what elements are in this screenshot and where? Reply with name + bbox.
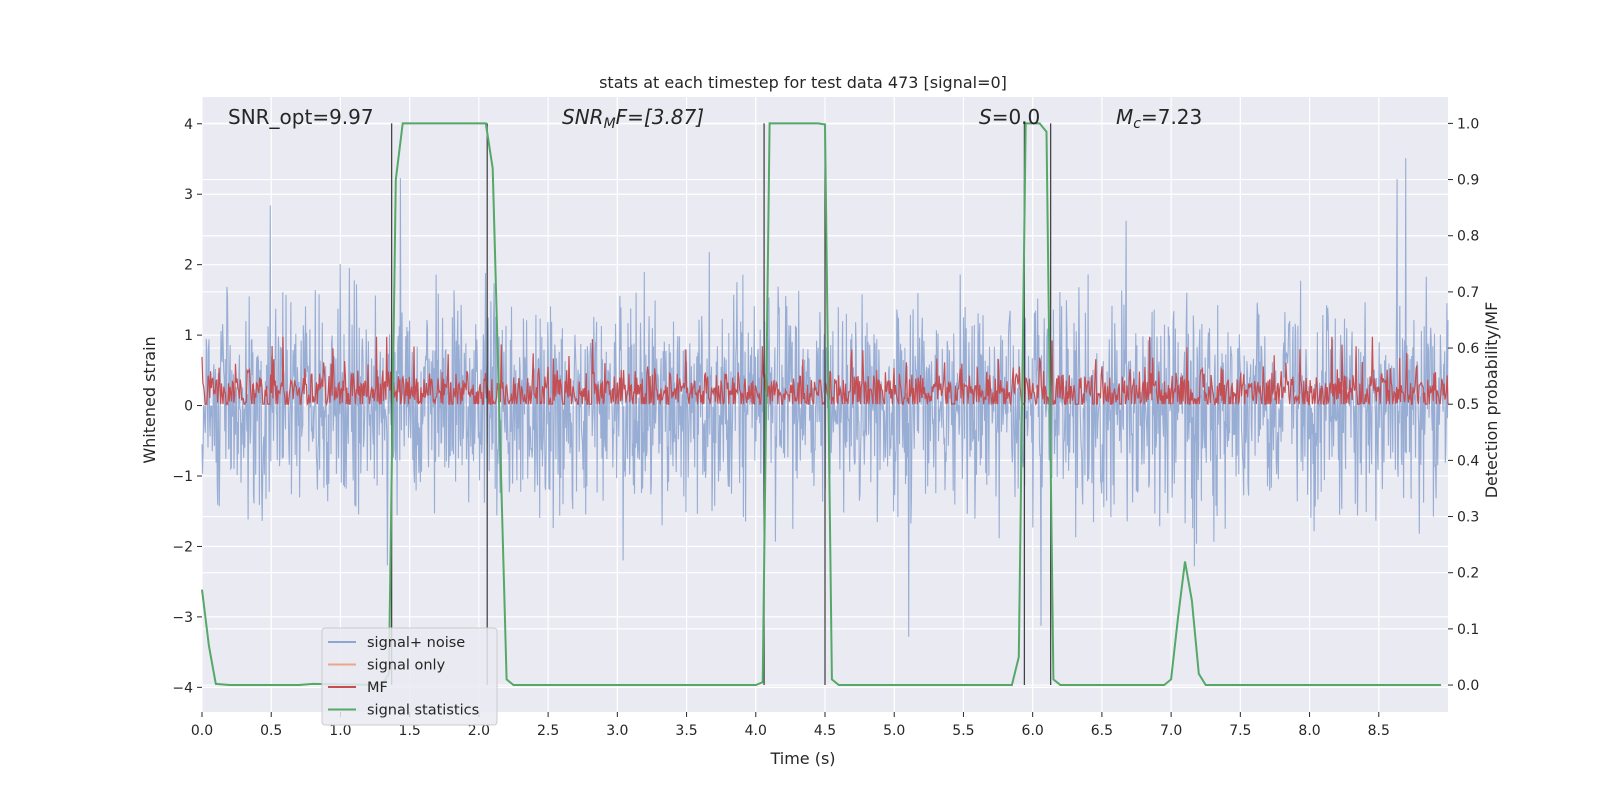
annotation-snr-mf: SNRMF=[3.87] xyxy=(562,105,704,132)
legend: signal+ noise signal only MF signal statist… xyxy=(321,627,498,726)
y-tick-label-left: 1 xyxy=(184,328,193,344)
y-tick-label-right: 0.2 xyxy=(1457,566,1479,582)
x-tick-label: 4.0 xyxy=(745,723,767,739)
annotation-mc: Mc=7.23 xyxy=(1116,105,1202,132)
legend-label: MF xyxy=(367,680,388,696)
x-tick-label: 8.5 xyxy=(1368,723,1390,739)
y-tick-label-left: −3 xyxy=(172,610,193,626)
x-tick-label: 7.5 xyxy=(1229,723,1251,739)
x-tick-label: 8.0 xyxy=(1298,723,1320,739)
x-tick-label: 2.0 xyxy=(468,723,490,739)
x-tick-label: 2.5 xyxy=(537,723,559,739)
x-tick-label: 0.0 xyxy=(191,723,213,739)
y-tick-label-right: 1.0 xyxy=(1457,116,1479,132)
legend-label: signal+ noise xyxy=(367,635,465,651)
x-tick-label: 1.0 xyxy=(329,723,351,739)
x-tick-label: 3.0 xyxy=(606,723,628,739)
y-tick-label-right: 0.4 xyxy=(1457,453,1479,469)
y-tick-label-left: 4 xyxy=(184,117,193,133)
annotation-s: S=0.0 xyxy=(979,105,1040,129)
chart-title: stats at each timestep for test data 473… xyxy=(599,73,1007,92)
x-tick-label: 4.5 xyxy=(814,723,836,739)
y-tick-label-right: 0.8 xyxy=(1457,229,1479,245)
x-tick-label: 5.0 xyxy=(883,723,905,739)
ticks: 0.0 0.5 1.0 1.5 2.0 2.5 3.0 3.5 4.0 4.5 5.0 5.5 6.0 6… xyxy=(172,116,1479,739)
x-tick-label: 6.5 xyxy=(1091,723,1113,739)
y-tick-label-right: 0.7 xyxy=(1457,285,1479,301)
x-tick-label: 0.5 xyxy=(260,723,282,739)
y-tick-label-right: 0.3 xyxy=(1457,510,1479,526)
legend-label: signal statistics xyxy=(367,703,479,719)
y-tick-label-left: 3 xyxy=(184,187,193,203)
y-tick-label-right: 0.0 xyxy=(1457,678,1479,694)
y-tick-label-right: 0.9 xyxy=(1457,173,1479,189)
legend-label: signal only xyxy=(367,658,446,674)
y-tick-label-right: 0.6 xyxy=(1457,341,1479,357)
x-tick-label: 5.5 xyxy=(952,723,974,739)
y-tick-label-left: 2 xyxy=(184,258,193,274)
x-tick-label: 6.0 xyxy=(1022,723,1044,739)
y-tick-label-right: 0.5 xyxy=(1457,397,1479,413)
x-tick-label: 7.0 xyxy=(1160,723,1182,739)
annotation-snr-opt: SNR_opt=9.97 xyxy=(228,105,374,129)
y-tick-label-right: 0.1 xyxy=(1457,622,1479,638)
y-tick-label-left: 0 xyxy=(184,399,193,415)
y-tick-label-left: −1 xyxy=(172,469,193,485)
y-tick-label-left: −2 xyxy=(172,539,193,555)
x-tick-label: 3.5 xyxy=(675,723,697,739)
x-tick-label: 1.5 xyxy=(399,723,421,739)
y-axis-label-left: Whitened strain xyxy=(140,336,159,463)
y-tick-label-left: −4 xyxy=(172,680,193,696)
legend-box xyxy=(321,627,498,726)
x-axis-label: Time (s) xyxy=(769,749,835,768)
y-axis-label-right: Detection probability/MF xyxy=(1482,302,1501,499)
